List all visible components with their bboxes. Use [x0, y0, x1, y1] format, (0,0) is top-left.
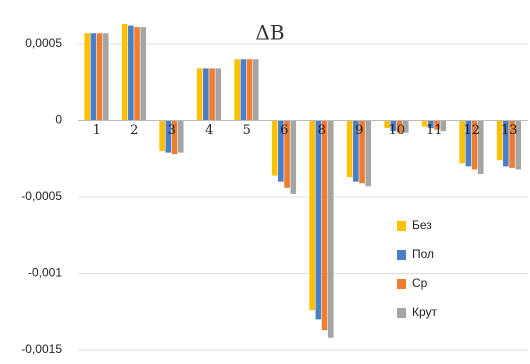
legend-swatch: [397, 279, 406, 289]
bar: [165, 120, 172, 153]
bar: [503, 120, 509, 167]
bar: [440, 120, 447, 132]
legend-swatch: [397, 221, 406, 231]
x-tick-label: 3: [168, 123, 176, 138]
bar: [290, 120, 297, 194]
bar: [309, 120, 315, 311]
x-tick-label: 12: [463, 123, 480, 138]
x-tick-label: 1: [93, 123, 101, 138]
bar: [271, 120, 278, 176]
bar: [278, 120, 284, 182]
bar: [390, 120, 397, 132]
bar: [365, 120, 372, 187]
bar: [90, 33, 97, 121]
bar: [459, 120, 465, 164]
bar: [384, 120, 390, 129]
bar: [171, 120, 178, 155]
bar: [134, 27, 140, 121]
chart-title: ΔB: [255, 21, 284, 45]
bar: [421, 120, 428, 127]
bar: [509, 120, 515, 168]
bar: [96, 33, 103, 121]
x-tick-label: 4: [205, 123, 213, 138]
legend-swatch: [397, 308, 406, 318]
bar: [353, 120, 359, 182]
y-tick-label: 0,0005: [25, 36, 62, 50]
bar: [496, 120, 503, 161]
bar: [159, 120, 165, 152]
bar: [428, 120, 434, 129]
bar: [402, 120, 409, 133]
bar: [240, 59, 247, 121]
bar: [327, 120, 334, 338]
bar: [346, 120, 353, 178]
bar: [203, 68, 209, 121]
bar: [321, 120, 328, 331]
bar: [140, 27, 147, 121]
bar: [102, 33, 109, 121]
y-tick-label: -0,0015: [21, 342, 62, 356]
bar: [359, 120, 365, 184]
x-tick-label: 5: [243, 123, 251, 138]
bar: [84, 33, 90, 121]
x-tick-label: 10: [388, 123, 405, 138]
y-tick-label: -0,0005: [21, 189, 62, 203]
bar: [121, 24, 128, 121]
legend-label: Пол: [412, 247, 434, 261]
y-tick-label: 0: [55, 113, 62, 127]
bar: [465, 120, 472, 167]
bar: [246, 59, 253, 121]
bar: [515, 120, 522, 170]
x-tick-label: 2: [130, 123, 138, 138]
legend-label: Ср: [412, 276, 428, 290]
bar: [315, 120, 322, 320]
bar: [234, 59, 240, 121]
bar: [196, 68, 203, 121]
bar: [209, 68, 215, 121]
x-tick-label: 13: [501, 123, 518, 138]
bar: [252, 59, 259, 121]
y-tick-label: -0,001: [28, 266, 62, 280]
bar: [434, 120, 440, 130]
x-tick-label: 6: [280, 123, 288, 138]
bar: [284, 120, 290, 188]
bar: [215, 68, 222, 121]
legend-swatch: [397, 250, 406, 260]
legend-label: Крут: [412, 305, 438, 319]
bar: [396, 120, 403, 133]
bar: [477, 120, 484, 175]
x-tick-label: 11: [426, 123, 443, 138]
x-tick-label: 9: [355, 123, 363, 138]
bar: [471, 120, 478, 170]
bar: [128, 25, 134, 121]
x-tick-label: 8: [318, 123, 326, 138]
legend-label: Без: [412, 218, 432, 232]
bar: [177, 120, 184, 153]
